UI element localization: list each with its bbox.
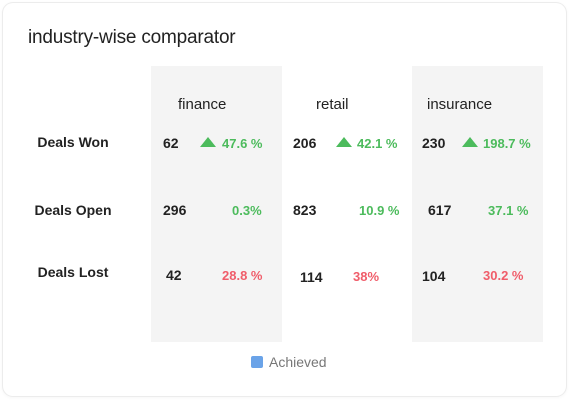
column-shade-insurance	[412, 66, 543, 342]
industry-comparator-widget: industry-wise comparator finance retail …	[3, 3, 566, 396]
deals-lost-retail-pct: 38%	[353, 269, 380, 284]
deals-won-finance-pct: 47.6 %	[222, 136, 263, 151]
deals-lost-retail-value: 114	[300, 269, 323, 285]
triangle-up-icon	[462, 137, 478, 147]
row-label-deals-open: Deals Open	[34, 202, 112, 218]
legend[interactable]: Achieved	[251, 354, 327, 370]
deals-lost-insurance-value: 104	[422, 268, 446, 284]
deals-open-finance-value: 296	[163, 202, 187, 218]
deals-lost-finance-value: 42	[166, 267, 182, 283]
deals-won-insurance-pct: 198.7 %	[483, 136, 531, 151]
triangle-up-icon	[336, 137, 352, 147]
deals-open-finance-pct: 0.3%	[232, 203, 262, 218]
legend-label-achieved: Achieved	[269, 354, 327, 370]
deals-open-insurance-value: 617	[428, 202, 452, 218]
deals-open-retail-pct: 10.9 %	[359, 203, 400, 218]
triangle-up-icon	[200, 137, 216, 147]
deals-won-insurance-value: 230	[422, 135, 446, 151]
row-label-deals-won: Deals Won	[37, 134, 109, 150]
column-header-insurance: insurance	[427, 96, 493, 113]
legend-swatch	[251, 356, 263, 368]
column-header-finance: finance	[178, 96, 227, 113]
deals-open-insurance-pct: 37.1 %	[488, 203, 529, 218]
deals-won-retail-value: 206	[293, 135, 317, 151]
widget-title: industry-wise comparator	[28, 27, 236, 48]
deals-won-finance-value: 62	[163, 135, 179, 151]
deals-lost-insurance-pct: 30.2 %	[483, 268, 524, 283]
deals-lost-finance-pct: 28.8 %	[222, 268, 263, 283]
column-header-retail: retail	[316, 96, 349, 113]
column-shade-finance	[151, 66, 282, 342]
deals-won-retail-pct: 42.1 %	[357, 136, 398, 151]
row-label-deals-lost: Deals Lost	[37, 264, 109, 280]
deals-open-retail-value: 823	[293, 202, 317, 218]
